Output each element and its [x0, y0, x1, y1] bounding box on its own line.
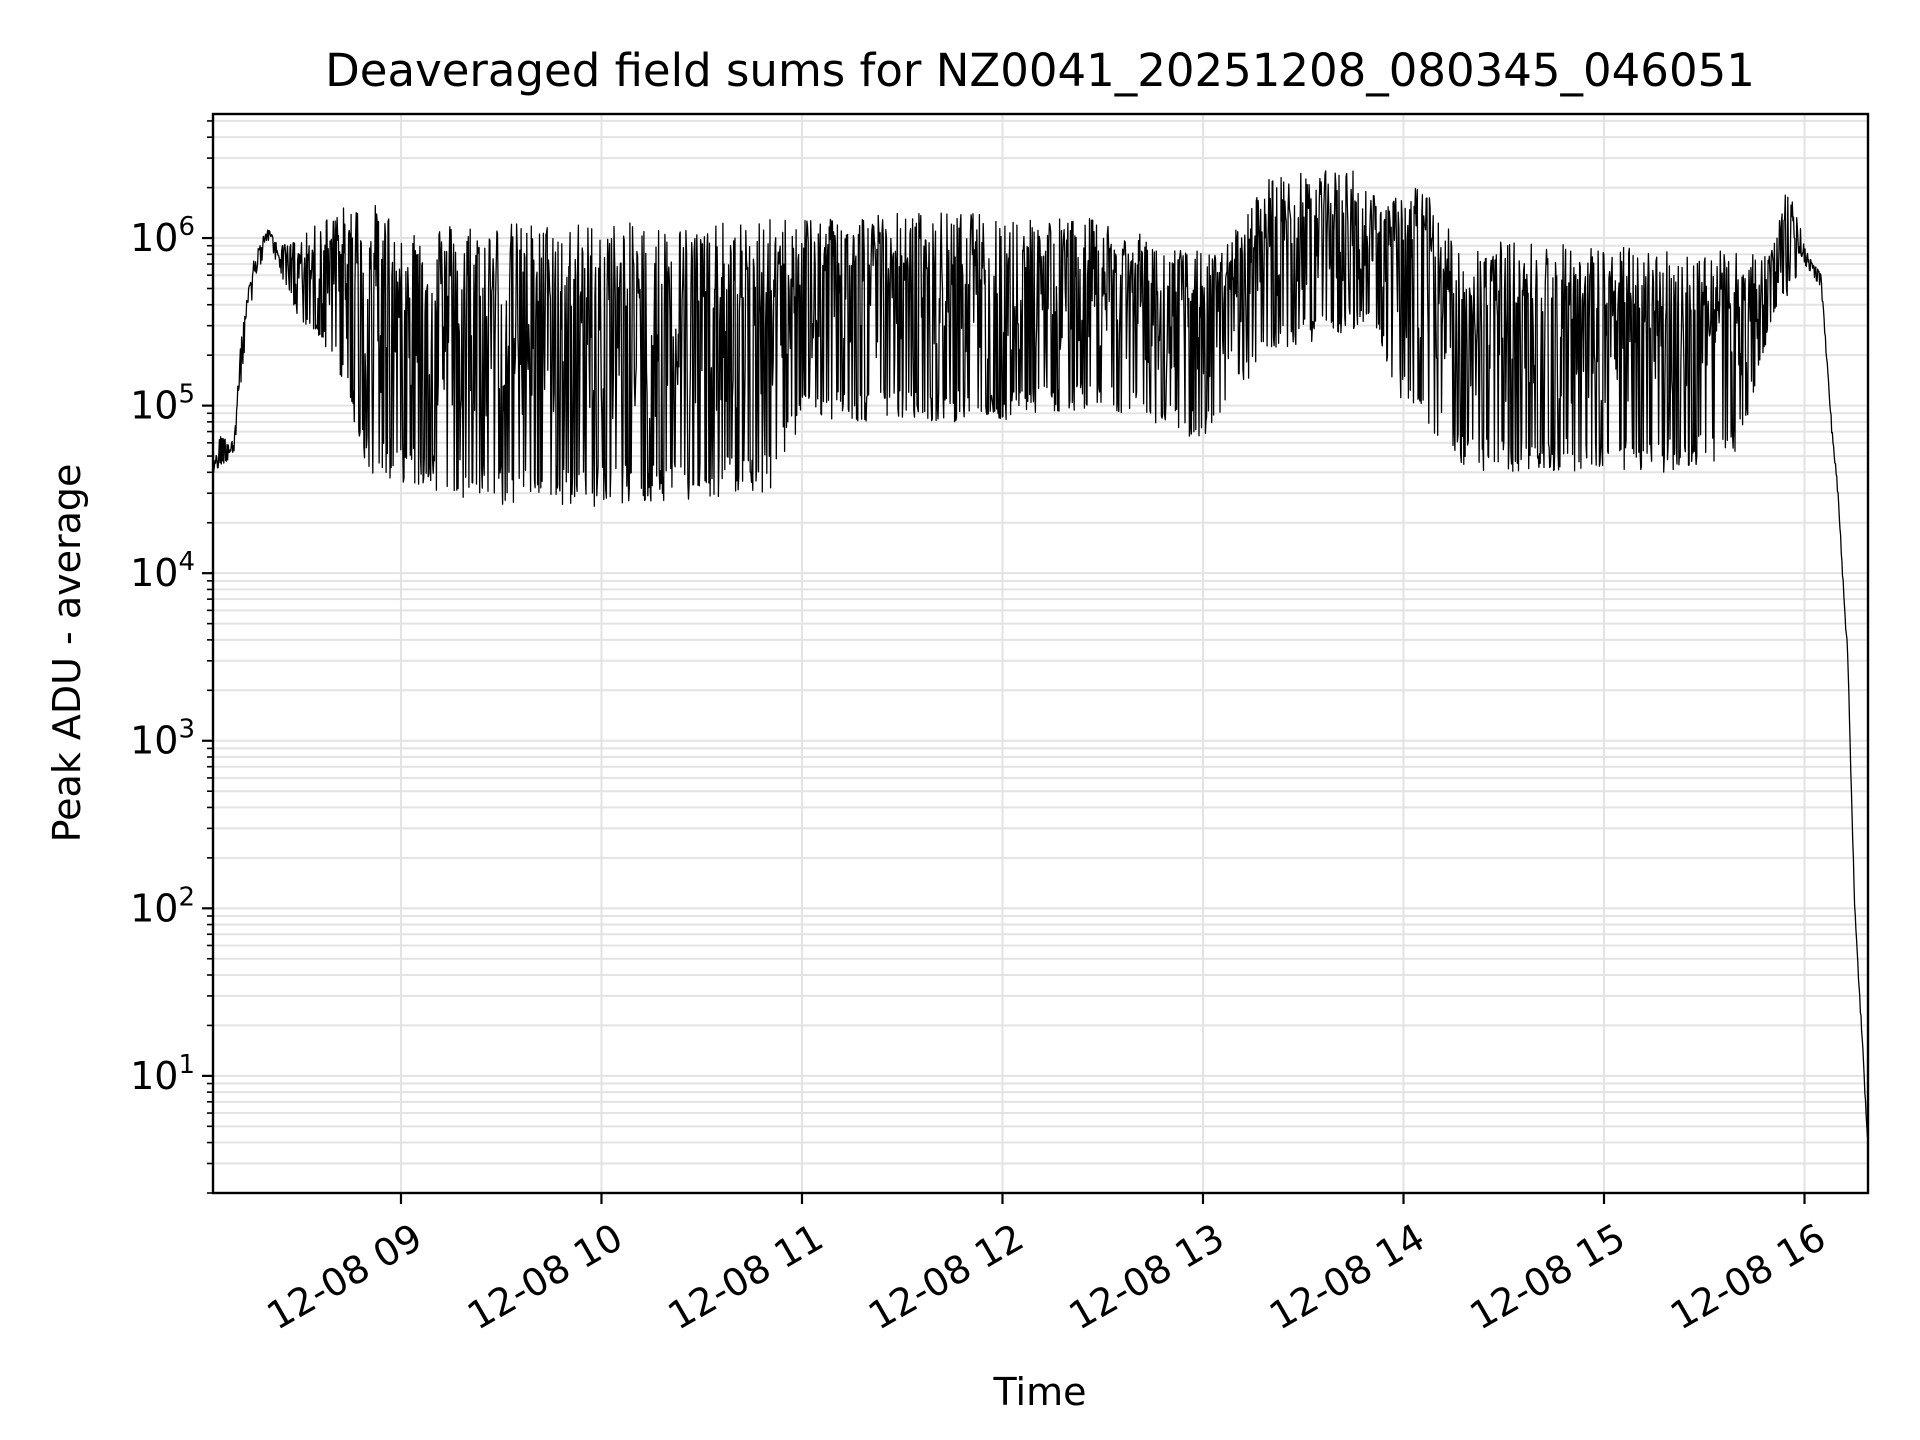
series-line: [212, 170, 1869, 1138]
chart-title: Deaveraged field sums for NZ0041_2025120…: [325, 44, 1755, 97]
y-tick-label: 101: [130, 1050, 195, 1098]
series-layer: [212, 170, 1869, 1138]
y-tick-label: 106: [130, 212, 195, 260]
y-axis-label: Peak ADU - average: [45, 464, 89, 843]
y-tick-label: 103: [130, 715, 195, 763]
y-tick-label: 102: [130, 882, 195, 930]
y-tick-label: 104: [130, 547, 195, 595]
y-tick-label: 105: [130, 380, 195, 428]
plot-frame: [211, 112, 1870, 1195]
x-axis-label: Time: [993, 1370, 1087, 1414]
y-axis: 101 102 103 104 105 106: [130, 120, 213, 1194]
